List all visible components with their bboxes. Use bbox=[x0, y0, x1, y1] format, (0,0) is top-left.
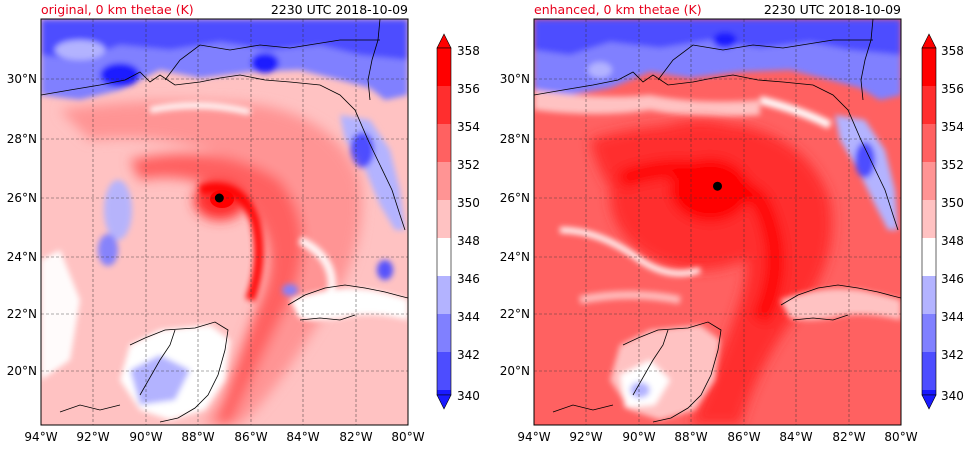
lon-tick-label: 90°W bbox=[622, 430, 655, 444]
map-frame-original bbox=[40, 18, 409, 426]
colorbar-label: 350 bbox=[941, 196, 964, 210]
coastlines-original bbox=[41, 19, 408, 423]
panel-enhanced: enhanced, 0 km thetae (K) 2230 UTC 2018-… bbox=[500, 2, 918, 444]
lat-tick-label: 28°N bbox=[500, 132, 530, 146]
colorbar-label: 346 bbox=[457, 272, 480, 286]
lon-tick-label: 90°W bbox=[129, 430, 162, 444]
lon-tick-label: 84°W bbox=[286, 430, 319, 444]
lat-tick-labels-original: 20°N 22°N 24°N 26°N 28°N 30°N bbox=[7, 72, 37, 378]
colorbar-label: 348 bbox=[941, 234, 964, 248]
lat-tick-label: 26°N bbox=[7, 191, 37, 205]
colorbar-label: 356 bbox=[457, 82, 480, 96]
panel-title-original: original, 0 km thetae (K) bbox=[41, 2, 194, 17]
colorbar-original: 358 356 354 352 350 348 346 344 342 340 bbox=[436, 33, 480, 410]
lat-tick-label: 30°N bbox=[7, 72, 37, 86]
lon-tick-label: 82°W bbox=[832, 430, 865, 444]
lon-tick-label: 86°W bbox=[234, 430, 267, 444]
map-frame-enhanced bbox=[533, 18, 902, 426]
colorbar-label: 354 bbox=[941, 120, 964, 134]
panel-original: original, 0 km thetae (K) 2230 UTC 2018-… bbox=[7, 2, 425, 444]
colorbar-label: 342 bbox=[457, 348, 480, 362]
lat-tick-label: 28°N bbox=[7, 132, 37, 146]
colorbar-label: 344 bbox=[457, 310, 480, 324]
lon-tick-label: 94°W bbox=[517, 430, 550, 444]
lon-tick-labels-enhanced: 94°W 92°W 90°W 88°W 86°W 84°W 82°W 80°W bbox=[517, 430, 917, 444]
gridlines-original bbox=[41, 19, 408, 425]
gridlines-enhanced bbox=[534, 19, 901, 425]
panel-time-original: 2230 UTC 2018-10-09 bbox=[271, 2, 408, 17]
colorbar-label: 352 bbox=[941, 158, 964, 172]
lon-tick-label: 92°W bbox=[76, 430, 109, 444]
lon-tick-label: 94°W bbox=[24, 430, 57, 444]
colorbar-label: 358 bbox=[941, 44, 964, 58]
lon-tick-label: 82°W bbox=[339, 430, 372, 444]
colorbar-label: 344 bbox=[941, 310, 964, 324]
colorbar-label: 352 bbox=[457, 158, 480, 172]
thetae-field-original bbox=[41, 19, 408, 425]
panel-title-enhanced: enhanced, 0 km thetae (K) bbox=[534, 2, 702, 17]
panel-time-enhanced: 2230 UTC 2018-10-09 bbox=[764, 2, 901, 17]
colorbar-extend-top bbox=[921, 33, 937, 49]
lon-tick-label: 88°W bbox=[181, 430, 214, 444]
colorbar-label: 342 bbox=[941, 348, 964, 362]
lat-tick-label: 26°N bbox=[500, 191, 530, 205]
lon-tick-label: 80°W bbox=[884, 430, 917, 444]
storm-center-marker-original bbox=[214, 193, 224, 203]
colorbar-label: 340 bbox=[941, 389, 964, 403]
lat-tick-label: 22°N bbox=[500, 307, 530, 321]
colorbar-extend-bottom bbox=[436, 394, 452, 410]
lat-tick-label: 24°N bbox=[500, 250, 530, 264]
lon-tick-label: 86°W bbox=[727, 430, 760, 444]
storm-center-marker-enhanced bbox=[713, 181, 722, 191]
colorbar-label: 350 bbox=[457, 196, 480, 210]
lon-tick-label: 84°W bbox=[779, 430, 812, 444]
colorbar-enhanced: 358 356 354 352 350 348 346 344 342 340 bbox=[921, 33, 964, 410]
lat-tick-label: 22°N bbox=[7, 307, 37, 321]
lon-tick-label: 80°W bbox=[391, 430, 424, 444]
lon-tick-label: 92°W bbox=[569, 430, 602, 444]
lat-tick-label: 20°N bbox=[7, 364, 37, 378]
coastlines-enhanced bbox=[534, 19, 901, 423]
colorbar-label: 346 bbox=[941, 272, 964, 286]
colorbar-label: 354 bbox=[457, 120, 480, 134]
colorbar-label: 348 bbox=[457, 234, 480, 248]
colorbar-extend-bottom bbox=[921, 394, 937, 410]
colorbar-label: 356 bbox=[941, 82, 964, 96]
colorbar-label: 358 bbox=[457, 44, 480, 58]
thetae-field-enhanced bbox=[534, 19, 901, 425]
lon-tick-labels-original: 94°W 92°W 90°W 88°W 86°W 84°W 82°W 80°W bbox=[24, 430, 424, 444]
lat-tick-label: 20°N bbox=[500, 364, 530, 378]
colorbar-label: 340 bbox=[457, 389, 480, 403]
colorbar-extend-top bbox=[436, 33, 452, 49]
lat-tick-labels-enhanced: 20°N 22°N 24°N 26°N 28°N 30°N bbox=[500, 72, 530, 378]
lat-tick-label: 24°N bbox=[7, 250, 37, 264]
lat-tick-label: 30°N bbox=[500, 72, 530, 86]
lon-tick-label: 88°W bbox=[674, 430, 707, 444]
